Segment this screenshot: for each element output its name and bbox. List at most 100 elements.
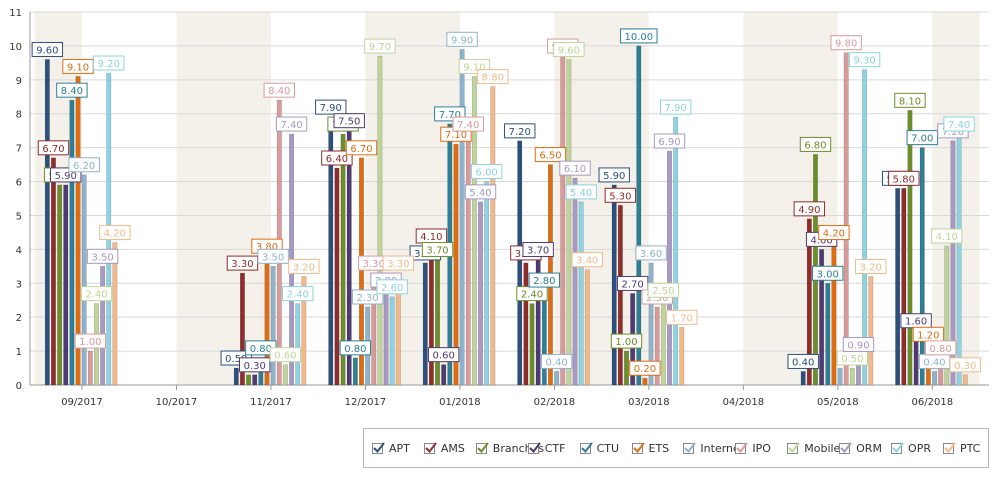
bar[interactable] — [843, 52, 849, 386]
bar[interactable] — [441, 364, 447, 386]
bar[interactable] — [459, 49, 465, 386]
bar[interactable] — [282, 364, 288, 386]
bar[interactable] — [566, 59, 572, 386]
bar[interactable] — [377, 55, 383, 386]
bar[interactable] — [87, 350, 93, 386]
bar[interactable] — [435, 259, 441, 386]
bar[interactable] — [541, 289, 547, 386]
legend-item[interactable]: CTF — [527, 440, 565, 456]
bar[interactable] — [819, 249, 825, 386]
bar[interactable] — [340, 133, 346, 386]
checkbox-checked-icon[interactable] — [787, 441, 801, 454]
bar[interactable] — [578, 201, 584, 386]
legend-item[interactable]: AMS — [423, 440, 465, 456]
bar[interactable] — [63, 184, 69, 386]
legend-item[interactable]: PTC — [942, 440, 980, 456]
checkbox-checked-icon[interactable] — [579, 441, 593, 454]
bar[interactable] — [944, 245, 950, 386]
bar[interactable] — [57, 184, 63, 386]
legend-item[interactable]: IPO — [735, 440, 771, 456]
bar[interactable] — [295, 303, 301, 386]
checkbox-checked-icon[interactable] — [475, 441, 489, 454]
checkbox-checked-icon[interactable] — [839, 441, 852, 454]
legend-item[interactable]: Internet — [683, 440, 744, 456]
bar[interactable] — [301, 276, 307, 386]
bar[interactable] — [667, 150, 672, 386]
bar[interactable] — [428, 245, 434, 386]
bar[interactable] — [69, 99, 75, 386]
bar[interactable] — [584, 269, 590, 386]
bar[interactable] — [642, 377, 648, 386]
bar[interactable] — [465, 133, 471, 386]
legend-item[interactable]: OPR — [891, 440, 931, 456]
bar[interactable] — [478, 201, 483, 386]
bar[interactable] — [490, 86, 496, 386]
bar[interactable] — [51, 157, 56, 386]
bar[interactable] — [660, 299, 666, 386]
bar[interactable] — [932, 371, 937, 386]
legend-item[interactable]: APT — [372, 440, 410, 456]
bar[interactable] — [837, 367, 843, 386]
bar[interactable] — [572, 177, 578, 386]
bar[interactable] — [359, 157, 364, 386]
bar[interactable] — [962, 374, 968, 386]
bar[interactable] — [679, 327, 685, 386]
bar[interactable] — [239, 272, 245, 386]
bar[interactable] — [849, 367, 855, 386]
bar[interactable] — [44, 59, 50, 386]
checkbox-checked-icon[interactable] — [631, 441, 645, 454]
bar[interactable] — [334, 167, 340, 386]
bar[interactable] — [636, 45, 642, 386]
bar[interactable] — [484, 181, 490, 386]
bar[interactable] — [246, 374, 252, 386]
bar[interactable] — [831, 242, 837, 386]
bar[interactable] — [862, 69, 868, 386]
bar[interactable] — [422, 262, 428, 386]
bar[interactable] — [895, 188, 901, 386]
checkbox-checked-icon[interactable] — [942, 441, 956, 454]
legend-item[interactable]: ORM — [839, 440, 882, 456]
bar[interactable] — [868, 276, 874, 386]
bar[interactable] — [907, 110, 913, 386]
bar[interactable] — [560, 55, 566, 386]
bar[interactable] — [389, 296, 395, 386]
bar[interactable] — [517, 140, 523, 386]
legend-item[interactable]: ETS — [631, 440, 669, 456]
bar[interactable] — [956, 133, 962, 386]
bar[interactable] — [648, 262, 654, 386]
bar[interactable] — [611, 184, 617, 386]
bar[interactable] — [825, 283, 831, 386]
bar[interactable] — [81, 174, 87, 386]
bar[interactable] — [270, 266, 276, 386]
bar[interactable] — [523, 262, 529, 386]
bar[interactable] — [624, 350, 629, 386]
bar[interactable] — [919, 147, 925, 386]
bar[interactable] — [901, 188, 907, 386]
bar[interactable] — [233, 367, 239, 386]
bar[interactable] — [806, 218, 812, 386]
bar[interactable] — [673, 116, 679, 386]
bar[interactable] — [100, 266, 106, 386]
data-label: 3.20 — [288, 258, 320, 274]
bar[interactable] — [617, 205, 623, 386]
checkbox-checked-icon[interactable] — [891, 441, 904, 454]
bar[interactable] — [453, 143, 459, 386]
bar[interactable] — [471, 76, 477, 386]
checkbox-checked-icon[interactable] — [683, 441, 697, 454]
bar[interactable] — [800, 371, 806, 386]
bar[interactable] — [950, 140, 956, 386]
checkbox-checked-icon[interactable] — [527, 441, 541, 454]
legend-item[interactable]: Mobile — [787, 440, 840, 456]
bar[interactable] — [529, 303, 535, 386]
checkbox-checked-icon[interactable] — [372, 441, 385, 454]
bar[interactable] — [554, 371, 560, 386]
bar[interactable] — [383, 289, 389, 386]
legend-item[interactable]: CTU — [579, 440, 619, 456]
bar[interactable] — [75, 76, 81, 386]
bar[interactable] — [654, 306, 660, 386]
bar[interactable] — [112, 242, 118, 386]
bar[interactable] — [352, 357, 358, 386]
checkbox-checked-icon[interactable] — [735, 441, 749, 454]
checkbox-checked-icon[interactable] — [423, 441, 437, 454]
bar[interactable] — [252, 374, 258, 386]
